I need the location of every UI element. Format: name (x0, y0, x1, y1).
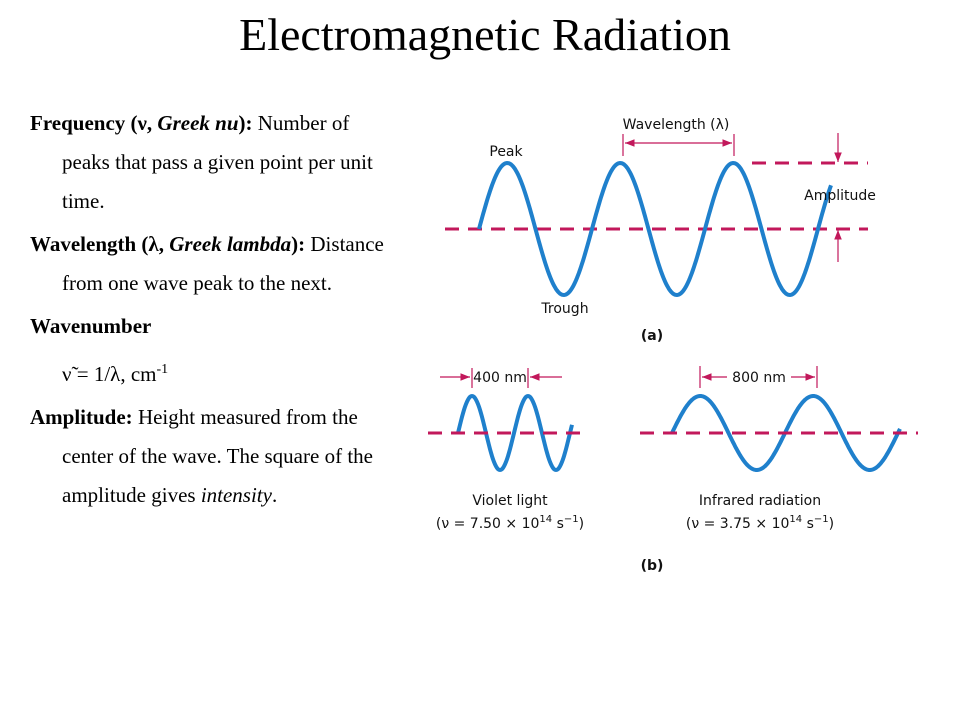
text: . (271, 483, 278, 507)
wave (456, 393, 574, 473)
panel-label: (a) (641, 328, 663, 344)
caption: Infrared radiation (699, 493, 821, 509)
definition: Wavelength (λ, Greek lambda): Distance f… (30, 225, 390, 303)
label: Peak (489, 144, 523, 160)
text: Number of peaks that pass a given point … (62, 111, 373, 213)
text: s (552, 516, 564, 532)
text: (ν = 7.50 × 10 (436, 516, 540, 532)
text: s (802, 516, 814, 532)
formula-text: ν̃ = 1/λ, cm (62, 362, 157, 386)
definition: Wavenumber (30, 307, 390, 346)
superscript: 14 (539, 514, 552, 525)
term: ): (291, 232, 311, 256)
label: Amplitude (804, 188, 876, 204)
label: Wavelength (λ) (623, 117, 730, 133)
text: (ν = 3.75 × 10 (686, 516, 790, 532)
formula: ν̃ = 1/λ, cm-1 (30, 350, 390, 394)
text: ) (579, 516, 584, 532)
title: Electromagnetic Radiation (239, 9, 731, 60)
superscript: −1 (814, 514, 829, 525)
superscript: 14 (789, 514, 802, 525)
text: ) (829, 516, 834, 532)
definition: Frequency (ν, Greek nu): Number of peaks… (30, 104, 390, 221)
term: Frequency (ν, (30, 111, 158, 135)
term: Greek lambda (169, 232, 292, 256)
term: Wavenumber (30, 314, 152, 338)
caption-formula: (ν = 7.50 × 1014 s−1) (436, 514, 584, 532)
label: Trough (540, 301, 588, 317)
caption-formula: (ν = 3.75 × 1014 s−1) (686, 514, 834, 532)
superscript: −1 (564, 514, 579, 525)
term: Wavelength (λ, (30, 232, 170, 256)
term: ): (238, 111, 258, 135)
term: Greek nu (157, 111, 239, 135)
definitions: Frequency (ν, Greek nu): Number of peaks… (30, 104, 390, 519)
term: Amplitude: (30, 405, 138, 429)
text: intensity (200, 483, 272, 507)
text: Distance from one wave peak to the next. (62, 232, 384, 295)
text: Height measured from the center of the w… (62, 405, 373, 507)
definition: Amplitude: Height measured from the cent… (30, 398, 390, 515)
wave (477, 160, 833, 298)
panel-label: (b) (641, 558, 664, 574)
caption: Violet light (472, 493, 548, 509)
wave (670, 394, 902, 472)
label: 400 nm (473, 370, 527, 386)
label: 800 nm (732, 370, 786, 386)
superscript: -1 (156, 362, 169, 377)
